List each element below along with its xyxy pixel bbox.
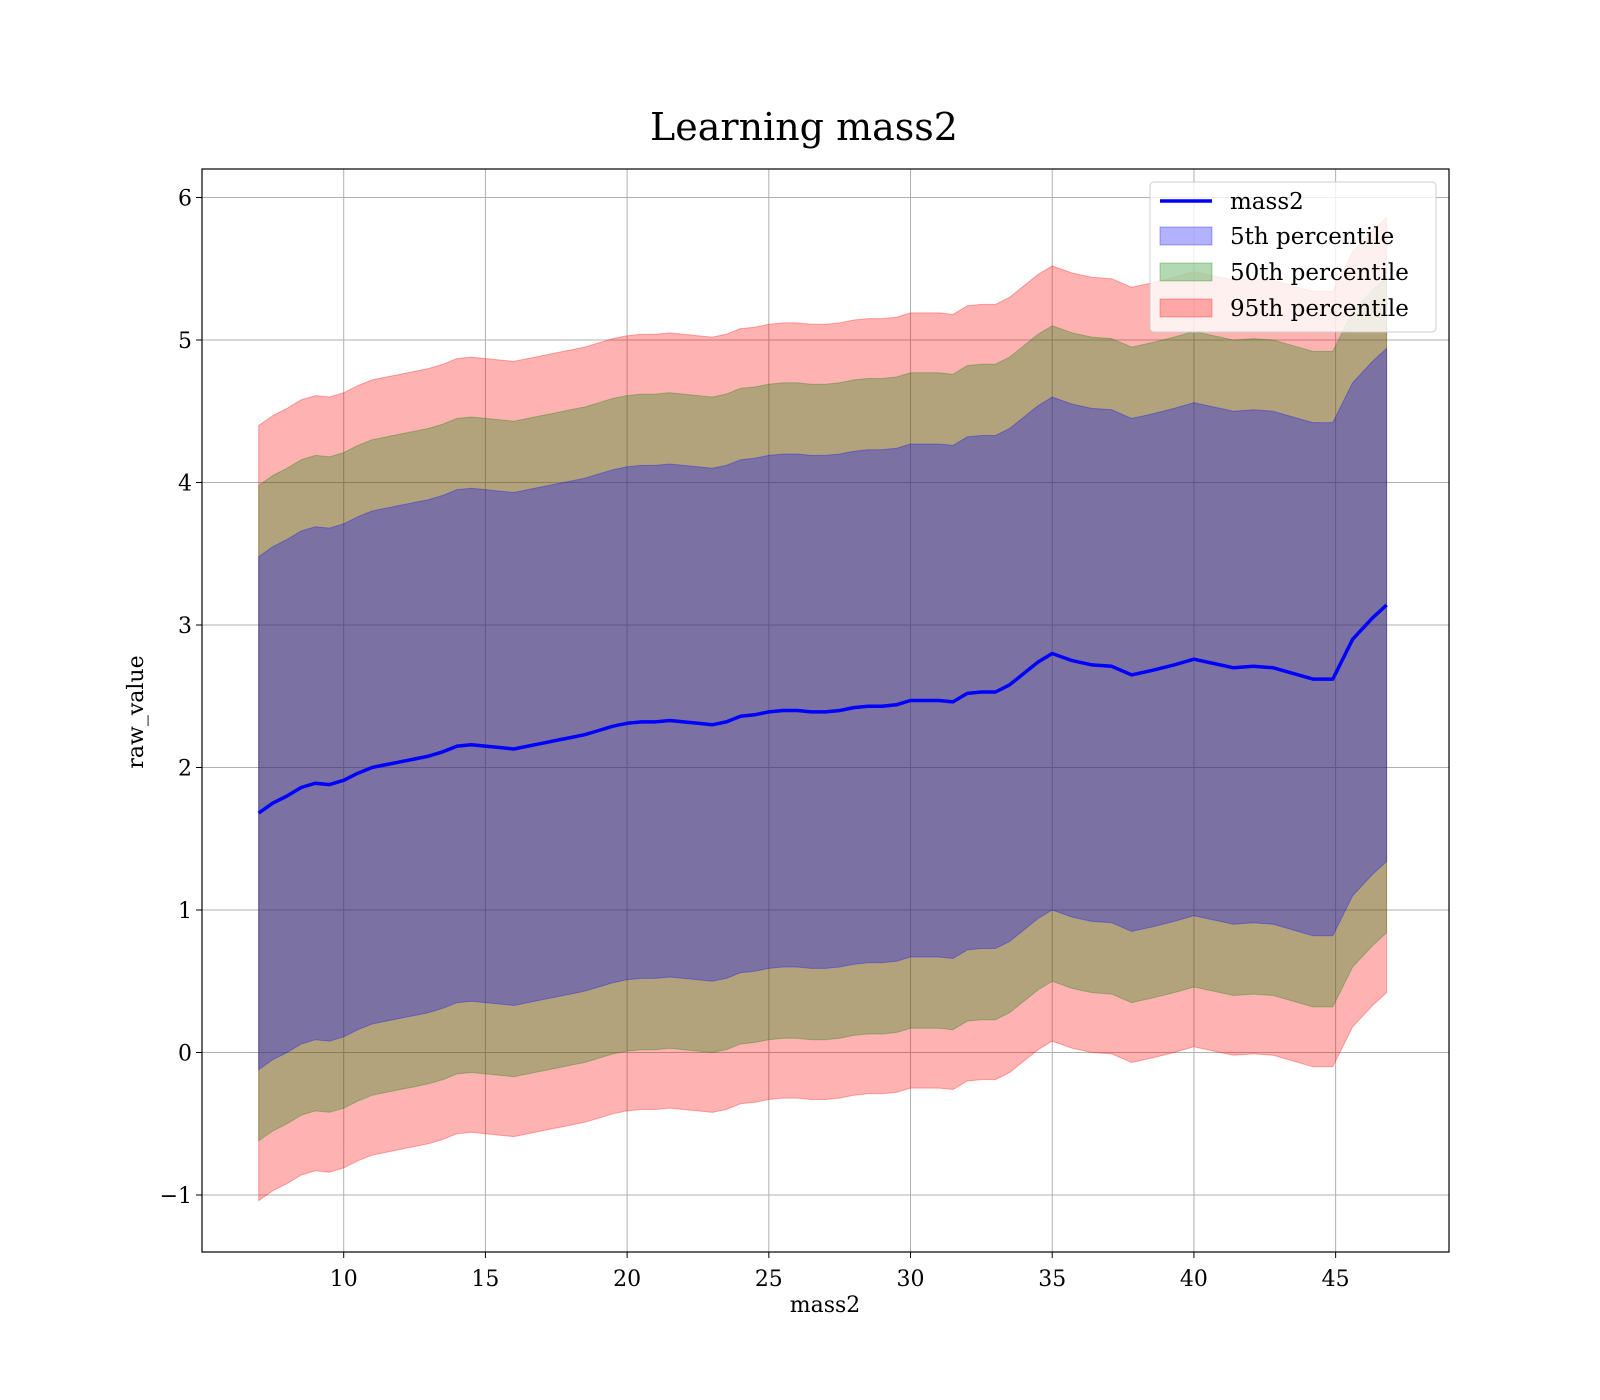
x-tick-label: 35 xyxy=(1038,1267,1066,1292)
band-95th-percentile xyxy=(258,216,1388,1202)
x-tick-label: 15 xyxy=(471,1267,499,1292)
x-tick-label: 25 xyxy=(755,1267,783,1292)
series-lines xyxy=(257,603,1388,815)
y-tick-label: 5 xyxy=(178,329,192,354)
x-axis-ticks: 10 15 20 25 30 35 40 45 xyxy=(330,1252,1350,1292)
legend-box xyxy=(1149,181,1437,333)
series-line-mass2 xyxy=(257,603,1388,815)
legend-label: 95th percentile xyxy=(1230,296,1409,322)
y-tick-label: 6 xyxy=(178,187,192,212)
chart-title: Learning mass2 xyxy=(650,105,958,149)
legend: mass2 5th percentile 50th percentile 95t… xyxy=(1149,181,1437,333)
x-tick-label: 30 xyxy=(897,1267,925,1292)
y-axis-label: raw_value xyxy=(124,655,149,768)
y-tick-label: 1 xyxy=(178,899,192,924)
y-tick-label: 4 xyxy=(178,472,192,497)
band-50th-percentile xyxy=(258,276,1388,1142)
band-5th-percentile xyxy=(258,347,1388,1071)
legend-swatch-red xyxy=(1159,298,1213,318)
y-tick-label: 0 xyxy=(178,1042,192,1067)
x-tick-label: 10 xyxy=(330,1267,358,1292)
x-tick-label: 40 xyxy=(1180,1267,1208,1292)
y-tick-label: 2 xyxy=(178,757,192,782)
x-axis-label: mass2 xyxy=(790,1293,861,1318)
y-tick-label: −1 xyxy=(160,1184,192,1209)
y-axis-ticks: −1 0 1 2 3 4 5 6 xyxy=(160,187,202,1209)
legend-label: mass2 xyxy=(1230,189,1304,215)
plot-frame xyxy=(201,168,1450,1253)
grid xyxy=(202,169,1449,1252)
percentile-bands xyxy=(258,216,1388,1202)
x-tick-label: 20 xyxy=(613,1267,641,1292)
legend-label: 5th percentile xyxy=(1230,224,1394,250)
x-tick-label: 45 xyxy=(1322,1267,1350,1292)
legend-label: 50th percentile xyxy=(1230,260,1409,286)
legend-swatch-green xyxy=(1159,262,1213,282)
y-tick-label: 3 xyxy=(178,614,192,639)
legend-swatch-blue xyxy=(1159,226,1213,246)
